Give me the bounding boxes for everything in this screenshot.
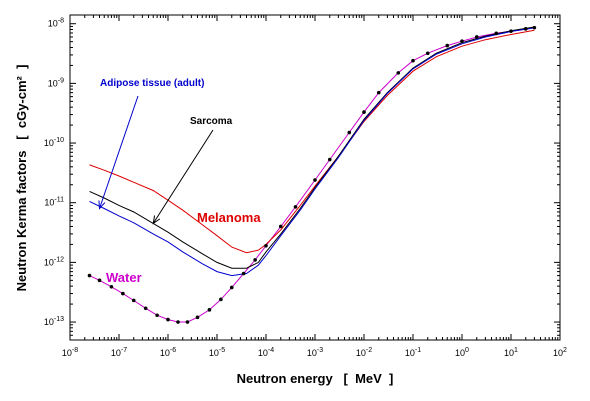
y-tick-label: 10-9 <box>48 77 64 88</box>
annotation-water: Water <box>106 270 142 285</box>
series-line-adipose-tissue-adult <box>89 27 535 277</box>
data-point-water <box>293 205 298 209</box>
data-point-water <box>219 297 223 302</box>
data-point-water <box>425 51 430 56</box>
x-tick-label: 10-8 <box>62 347 78 358</box>
data-point-water <box>241 271 246 276</box>
series-lines <box>89 26 535 323</box>
arrow-line-adipose <box>99 95 139 209</box>
y-tick-label: 10-12 <box>44 256 64 267</box>
data-point-water <box>347 130 352 135</box>
x-tick-label: 101 <box>504 347 518 358</box>
data-point-water <box>532 25 537 30</box>
data-point-water <box>523 27 528 31</box>
data-point-water <box>166 317 170 322</box>
x-tick-label: 10-5 <box>209 347 225 358</box>
x-tick-label: 10-2 <box>356 347 372 358</box>
annotation-melanoma: Melanoma <box>197 210 261 225</box>
data-point-water <box>509 29 513 33</box>
x-tick-label: 102 <box>553 347 567 358</box>
arrow-line-sarcoma <box>152 129 214 224</box>
data-point-water <box>327 157 332 162</box>
x-tick-label: 10-1 <box>405 347 421 358</box>
data-point-water <box>494 31 499 36</box>
data-point-water <box>143 306 148 311</box>
plot-frame <box>69 14 561 341</box>
annotation-sarcoma: Sarcoma <box>190 116 233 127</box>
data-point-water <box>109 284 114 289</box>
data-point-water <box>278 224 283 229</box>
axis-ticks <box>69 15 561 341</box>
data-point-water <box>229 285 234 290</box>
data-point-water <box>362 110 366 114</box>
annotation-adipose: Adipose tissue (adult) <box>100 78 204 89</box>
arrow-head-adipose <box>98 200 106 210</box>
x-tick-label: 10-7 <box>111 347 127 358</box>
annotation-arrows <box>98 95 214 225</box>
arrow-head-sarcoma <box>152 215 161 225</box>
data-point-water <box>121 291 125 296</box>
series-markers <box>87 25 537 324</box>
data-point-water <box>313 178 317 182</box>
data-point-water <box>253 258 257 262</box>
x-tick-label: 10-4 <box>258 347 274 358</box>
series-line-sarcoma <box>89 26 535 269</box>
data-point-water <box>97 278 102 283</box>
data-point-water <box>474 35 479 39</box>
data-point-water <box>155 313 159 318</box>
y-tick-label: 10-13 <box>44 316 64 327</box>
data-point-water <box>131 298 136 303</box>
data-point-water <box>396 71 401 75</box>
x-axis-title: Neutron energy [ MeV ] <box>237 371 394 386</box>
data-point-water <box>411 58 415 63</box>
x-tick-label: 10-3 <box>307 347 323 358</box>
data-point-water <box>460 39 464 43</box>
y-tick-label: 10-11 <box>44 197 64 208</box>
y-tick-label: 10-10 <box>44 137 64 148</box>
data-point-water <box>376 90 381 95</box>
y-axis-title: Neutron Kerma factors [ cGy-cm² ] <box>14 65 29 292</box>
y-tick-labels: 10-13 10-12 10-11 10-10 10-9 10-8 <box>44 18 64 327</box>
series-line-water <box>89 27 535 323</box>
x-tick-labels: 10-8 10-7 10-6 10-5 10-4 10-3 10-2 10-1 100 101 10… <box>62 347 567 358</box>
data-point-water <box>264 243 268 248</box>
x-tick-label: 100 <box>455 347 469 358</box>
data-point-water <box>445 43 450 48</box>
data-point-water <box>207 308 212 312</box>
x-tick-label: 10-6 <box>160 347 176 358</box>
data-point-water <box>176 320 180 324</box>
data-point-water <box>185 320 190 324</box>
data-point-water <box>195 315 200 320</box>
y-tick-label: 10-8 <box>48 18 64 29</box>
data-point-water <box>87 273 92 278</box>
